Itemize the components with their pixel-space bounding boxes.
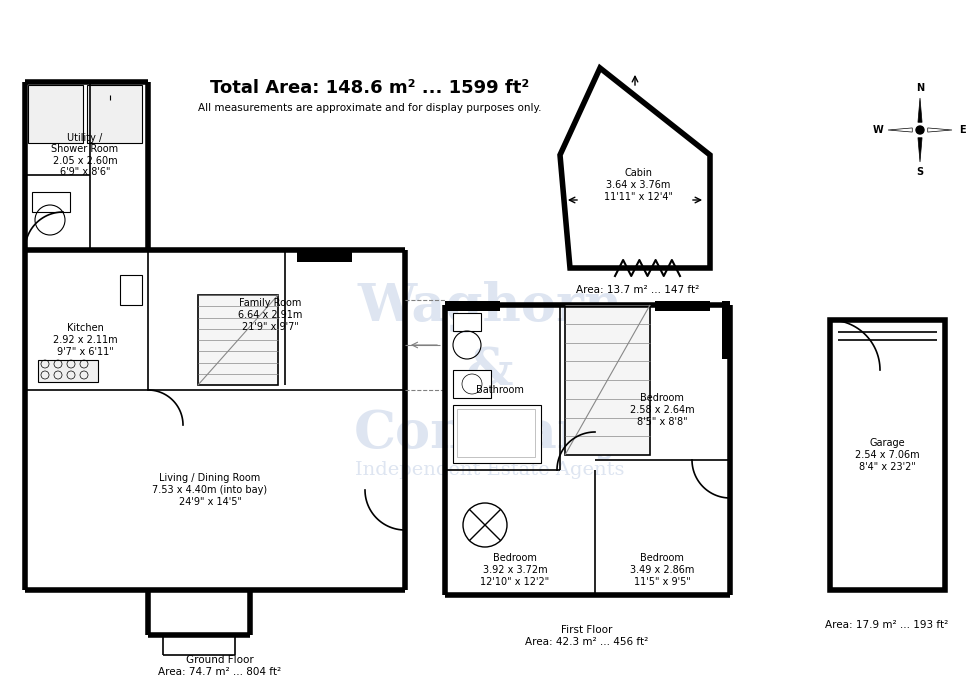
Text: Total Area: 148.6 m² ... 1599 ft²: Total Area: 148.6 m² ... 1599 ft² bbox=[211, 79, 529, 97]
Text: Ground Floor
Area: 74.7 m² ... 804 ft²: Ground Floor Area: 74.7 m² ... 804 ft² bbox=[159, 655, 281, 677]
Bar bbox=[120, 275, 142, 305]
Text: S: S bbox=[916, 167, 923, 177]
Polygon shape bbox=[888, 128, 912, 132]
Text: E: E bbox=[958, 125, 965, 135]
Bar bbox=[32, 192, 70, 212]
Text: N: N bbox=[916, 83, 924, 93]
Text: Bedroom
3.49 x 2.86m
11'5" x 9'5": Bedroom 3.49 x 2.86m 11'5" x 9'5" bbox=[630, 553, 694, 586]
Bar bbox=[38, 360, 98, 382]
Polygon shape bbox=[560, 68, 710, 268]
Bar bbox=[453, 370, 491, 398]
Text: Area: 17.9 m² ... 193 ft²: Area: 17.9 m² ... 193 ft² bbox=[825, 620, 949, 630]
Text: All measurements are approximate and for display purposes only.: All measurements are approximate and for… bbox=[198, 103, 542, 113]
Bar bbox=[722, 301, 730, 359]
Text: Cabin
3.64 x 3.76m
11'11" x 12'4": Cabin 3.64 x 3.76m 11'11" x 12'4" bbox=[604, 169, 672, 201]
Text: First Floor
Area: 42.3 m² ... 456 ft²: First Floor Area: 42.3 m² ... 456 ft² bbox=[525, 625, 649, 647]
Bar bbox=[28, 85, 83, 143]
Text: Utility /
Shower Room
2.05 x 2.60m
6'9" x 8'6": Utility / Shower Room 2.05 x 2.60m 6'9" … bbox=[51, 133, 119, 178]
Text: W: W bbox=[872, 125, 883, 135]
Text: Family Room
6.64 x 2.91m
21'9" x 9'7": Family Room 6.64 x 2.91m 21'9" x 9'7" bbox=[238, 298, 302, 332]
Text: Independent Estate Agents: Independent Estate Agents bbox=[356, 461, 625, 479]
Bar bbox=[198, 295, 278, 385]
Bar bbox=[830, 320, 945, 590]
Bar bbox=[87, 85, 142, 143]
Bar bbox=[297, 250, 352, 262]
Circle shape bbox=[916, 126, 924, 134]
Text: Living / Dining Room
7.53 x 4.40m (into bay)
24'9" x 14'5": Living / Dining Room 7.53 x 4.40m (into … bbox=[153, 473, 268, 507]
Bar bbox=[445, 301, 500, 311]
Text: Area: 13.7 m² ... 147 ft²: Area: 13.7 m² ... 147 ft² bbox=[576, 285, 700, 295]
Bar bbox=[565, 305, 650, 455]
Text: Bathroom: Bathroom bbox=[476, 385, 524, 395]
Text: Waghorn
&
Company: Waghorn & Company bbox=[354, 280, 626, 459]
Text: Garage
2.54 x 7.06m
8'4" x 23'2": Garage 2.54 x 7.06m 8'4" x 23'2" bbox=[855, 439, 919, 472]
Text: Bedroom
2.58 x 2.64m
8'5" x 8'8": Bedroom 2.58 x 2.64m 8'5" x 8'8" bbox=[630, 393, 694, 427]
Text: Kitchen
2.92 x 2.11m
9'7" x 6'11": Kitchen 2.92 x 2.11m 9'7" x 6'11" bbox=[53, 323, 118, 357]
Polygon shape bbox=[918, 98, 922, 122]
Polygon shape bbox=[928, 128, 952, 132]
Polygon shape bbox=[918, 137, 922, 162]
Bar bbox=[453, 313, 481, 331]
Text: Bedroom
3.92 x 3.72m
12'10" x 12'2": Bedroom 3.92 x 3.72m 12'10" x 12'2" bbox=[480, 553, 550, 586]
Bar bbox=[457, 409, 535, 457]
Bar bbox=[453, 405, 541, 463]
Bar bbox=[655, 301, 710, 311]
